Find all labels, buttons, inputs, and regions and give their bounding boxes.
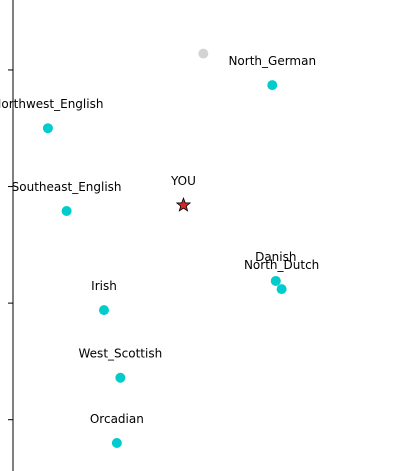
point: [270, 275, 281, 286]
point-label: Northwest_English: [0, 97, 103, 111]
point-label: YOU: [170, 174, 196, 188]
point: [267, 80, 278, 91]
point: [99, 305, 110, 316]
point-star: [175, 197, 192, 212]
point-label: North_Dutch: [244, 258, 319, 272]
point-label: West_Scottish: [79, 347, 163, 361]
point: [42, 123, 53, 134]
point: [198, 48, 209, 59]
point-label: Danish: [255, 250, 296, 264]
point-label: Southeast_English: [12, 180, 122, 194]
point: [276, 284, 287, 295]
point-label: Irish: [91, 279, 117, 293]
point: [111, 438, 122, 449]
point-label: North_German: [228, 54, 316, 68]
point: [61, 206, 72, 217]
point: [115, 372, 126, 383]
point-label: Orcadian: [90, 412, 144, 426]
